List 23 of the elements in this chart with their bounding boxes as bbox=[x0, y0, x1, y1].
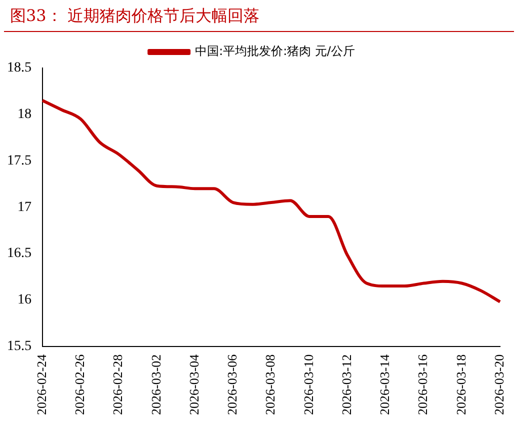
x-tick-label: 2026-02-24 bbox=[34, 354, 49, 416]
x-tick-label: 2026-03-12 bbox=[338, 354, 354, 416]
y-tick-label: 17.5 bbox=[7, 153, 32, 168]
x-tick-label: 2026-02-26 bbox=[72, 354, 88, 416]
y-tick-label: 18.5 bbox=[7, 60, 32, 76]
x-tick-label: 2026-02-28 bbox=[110, 354, 126, 416]
line-series bbox=[41, 98, 502, 304]
x-tick-label: 2026-03-20 bbox=[491, 354, 506, 416]
y-tick-label: 16.5 bbox=[7, 246, 32, 262]
legend-label: 中国:平均批发价:猪肉 元/公斤 bbox=[195, 44, 355, 58]
y-tick-label: 17 bbox=[18, 200, 32, 215]
x-tick-label: 2026-03-04 bbox=[186, 354, 202, 416]
y-tick-label: 18 bbox=[18, 107, 32, 122]
x-tick-label: 2026-03-18 bbox=[453, 354, 468, 416]
x-tick-label: 2026-03-16 bbox=[415, 354, 430, 416]
y-tick-label: 15.5 bbox=[7, 339, 32, 354]
chart-title: 图33： 近期猪肉价格节后大幅回落 bbox=[4, 0, 514, 32]
x-tick-label: 2026-03-08 bbox=[262, 354, 278, 416]
x-tick-label: 2026-03-14 bbox=[377, 354, 392, 416]
x-tick-label: 2026-03-10 bbox=[300, 354, 316, 416]
x-tick-label: 2026-03-02 bbox=[148, 354, 164, 416]
y-tick-label: 16 bbox=[18, 292, 32, 308]
x-tick-label: 2026-03-06 bbox=[224, 354, 240, 416]
